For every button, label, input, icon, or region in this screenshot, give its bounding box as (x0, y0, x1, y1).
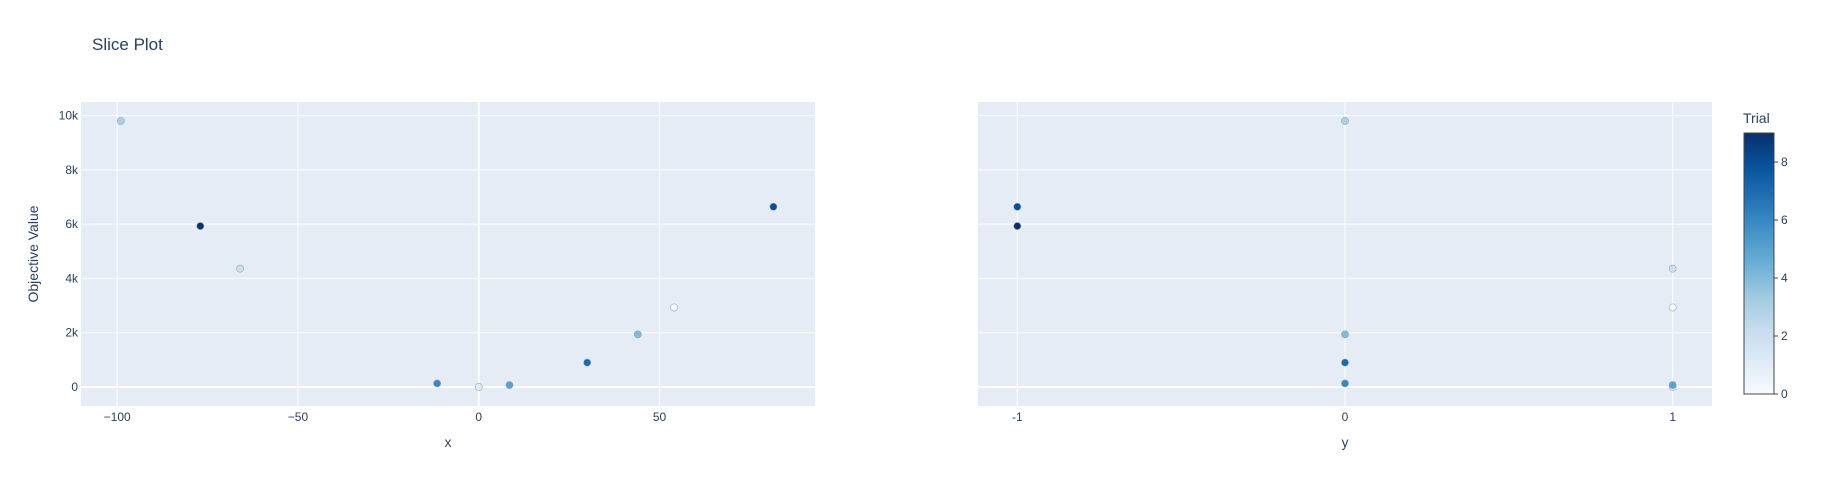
colorbar-tick-label: 0 (1781, 387, 1788, 401)
data-point-trial-8[interactable] (769, 202, 778, 211)
x-tick-label: 0 (475, 410, 482, 424)
y-tick-label: 6k (65, 217, 79, 231)
data-point-trial-6[interactable] (1341, 379, 1349, 388)
y-tick-label: 2k (65, 326, 79, 340)
x-tick-label: −100 (104, 410, 131, 424)
data-point-trial-5[interactable] (505, 381, 514, 389)
x-axis-title: x (445, 434, 452, 450)
data-point-trial-2[interactable] (1668, 264, 1677, 273)
colorbar-tick-label: 6 (1781, 213, 1788, 227)
slice-panel-x: 0 2k 4k 6k 8k 10k −100 −50 0 50 x Objective Value (25, 102, 815, 450)
x-tick-label: −50 (288, 410, 309, 424)
colorbar-title: Trial (1743, 110, 1770, 126)
y-tick-label: 0 (71, 380, 78, 394)
data-point-trial-4[interactable] (1341, 330, 1349, 339)
y-tick-label: 8k (65, 163, 79, 177)
x-tick-label: 0 (1342, 410, 1349, 424)
plot-area (81, 102, 815, 406)
plot-title: Slice Plot (92, 35, 163, 54)
y-tick-label: 4k (65, 271, 79, 285)
data-point-trial-0[interactable] (670, 303, 678, 312)
data-point-trial-2[interactable] (236, 264, 244, 273)
data-point-trial-7[interactable] (1341, 358, 1349, 367)
y-axis-title: Objective Value (25, 205, 41, 302)
data-point-trial-0[interactable] (1668, 303, 1677, 312)
slice-panel-y: -1 0 1 y (978, 102, 1712, 450)
data-point-trial-9[interactable] (1013, 222, 1022, 230)
x-tick-label: -1 (1012, 410, 1023, 424)
data-point-trial-4[interactable] (633, 330, 642, 339)
data-point-trial-7[interactable] (583, 358, 592, 367)
data-point-trial-3[interactable] (116, 117, 125, 125)
x-tick-label: 50 (653, 410, 667, 424)
data-point-trial-3[interactable] (1341, 117, 1349, 125)
x-axis-title: y (1342, 434, 1349, 450)
colorbar: Trial 0 2 4 6 8 (1743, 110, 1788, 401)
data-point-trial-6[interactable] (433, 379, 442, 388)
y-tick-label: 10k (59, 109, 79, 123)
colorbar-gradient (1743, 132, 1775, 395)
data-point-trial-8[interactable] (1013, 202, 1022, 211)
colorbar-tick-label: 4 (1781, 271, 1788, 285)
colorbar-tick-label: 8 (1781, 155, 1788, 169)
colorbar-tick-label: 2 (1781, 329, 1788, 343)
data-point-trial-9[interactable] (196, 222, 205, 230)
x-tick-label: 1 (1669, 410, 1676, 424)
data-point-trial-1[interactable] (474, 383, 483, 391)
data-point-trial-5[interactable] (1668, 381, 1677, 389)
